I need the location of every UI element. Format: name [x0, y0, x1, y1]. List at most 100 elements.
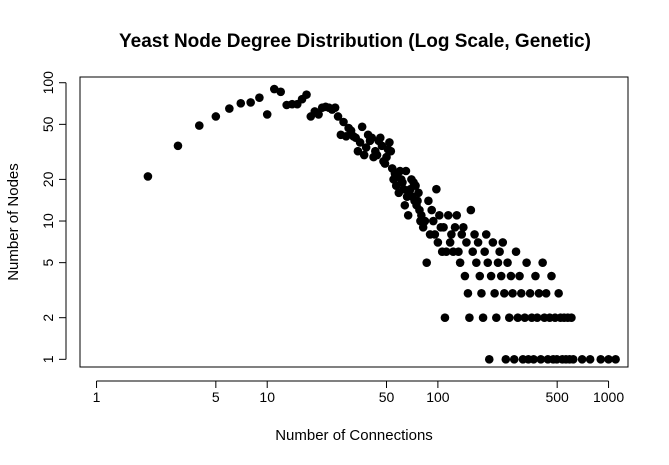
data-point	[428, 216, 438, 226]
data-point	[401, 166, 411, 176]
data-point	[531, 271, 540, 281]
data-point	[473, 238, 483, 247]
data-point	[452, 210, 462, 220]
data-point	[395, 166, 405, 176]
chart-title: Yeast Node Degree Distribution (Log Scal…	[119, 31, 591, 52]
data-point	[433, 238, 443, 247]
data-point	[508, 289, 517, 298]
data-point	[525, 289, 535, 298]
x-tick-label: 100	[426, 389, 450, 405]
data-point	[450, 223, 460, 232]
y-tick-label: 5	[40, 259, 56, 267]
data-point	[475, 271, 485, 281]
data-point	[376, 133, 385, 143]
data-point	[488, 238, 498, 247]
data-point	[541, 289, 551, 298]
data-points	[143, 84, 620, 364]
data-point	[380, 159, 390, 168]
data-point	[143, 172, 153, 181]
data-point	[246, 98, 255, 107]
data-point	[443, 210, 453, 220]
y-axis: 1 2 5 10 20 50 100	[40, 71, 67, 363]
data-point	[276, 87, 286, 97]
data-point	[529, 355, 538, 364]
data-point	[372, 150, 382, 160]
data-point	[355, 138, 365, 147]
y-tick-label: 100	[40, 71, 56, 95]
data-point	[386, 146, 396, 156]
data-point	[585, 355, 595, 364]
data-point	[478, 313, 488, 322]
data-point	[483, 258, 493, 267]
data-point	[486, 271, 496, 281]
data-point	[398, 178, 407, 187]
y-tick-label: 2	[40, 314, 56, 322]
y-tick-label: 20	[40, 171, 56, 187]
data-point	[367, 133, 377, 143]
data-point	[536, 355, 546, 364]
data-point	[361, 143, 371, 152]
data-point	[501, 355, 511, 364]
data-point	[314, 110, 323, 119]
data-point	[400, 200, 410, 210]
y-axis-label: Number of Nodes	[5, 163, 22, 281]
x-tick-label: 1	[93, 389, 101, 405]
data-point	[577, 355, 587, 364]
data-point	[422, 258, 432, 267]
data-point	[225, 104, 234, 113]
data-point	[302, 90, 311, 99]
data-point	[420, 216, 430, 226]
data-point	[466, 205, 476, 215]
data-point	[330, 103, 340, 112]
data-point	[513, 313, 523, 322]
data-point	[500, 289, 509, 298]
y-tick-label: 50	[40, 116, 56, 132]
x-tick-label: 500	[545, 389, 569, 405]
plot-area-frame	[79, 76, 629, 368]
data-point	[445, 238, 455, 247]
data-point	[490, 289, 499, 298]
data-point	[477, 289, 486, 298]
data-point	[432, 184, 441, 194]
data-point	[567, 313, 576, 322]
data-point	[470, 230, 479, 239]
data-point	[173, 141, 183, 151]
data-point	[333, 112, 343, 121]
data-point	[427, 205, 437, 215]
data-point	[255, 93, 264, 102]
data-point	[454, 247, 463, 257]
data-point	[496, 271, 506, 281]
data-point	[468, 247, 478, 257]
data-point	[472, 258, 481, 267]
data-point	[457, 230, 467, 239]
data-point	[194, 121, 204, 130]
data-point	[339, 117, 348, 127]
data-point	[430, 230, 440, 239]
data-point	[604, 355, 613, 364]
data-point	[492, 313, 501, 322]
data-point	[441, 247, 451, 257]
data-point	[538, 258, 547, 267]
data-point	[462, 238, 471, 247]
data-point	[465, 313, 474, 322]
y-tick-label: 10	[40, 213, 56, 229]
x-axis: 1 5 10 50 100 500 1000	[93, 380, 624, 405]
data-point	[269, 84, 279, 94]
data-point	[463, 289, 473, 298]
data-point	[554, 289, 563, 298]
y-tick-label: 1	[40, 355, 56, 363]
data-point	[459, 223, 468, 232]
data-point	[484, 355, 494, 364]
data-point	[385, 138, 394, 147]
x-tick-label: 50	[379, 389, 395, 405]
data-point	[435, 210, 444, 220]
data-point	[455, 258, 465, 267]
data-point	[495, 247, 504, 257]
data-point	[611, 355, 620, 364]
data-point	[424, 196, 433, 206]
data-point	[353, 146, 363, 156]
data-point	[516, 289, 526, 298]
data-point	[262, 110, 272, 119]
data-point	[547, 271, 556, 281]
data-point	[509, 355, 519, 364]
